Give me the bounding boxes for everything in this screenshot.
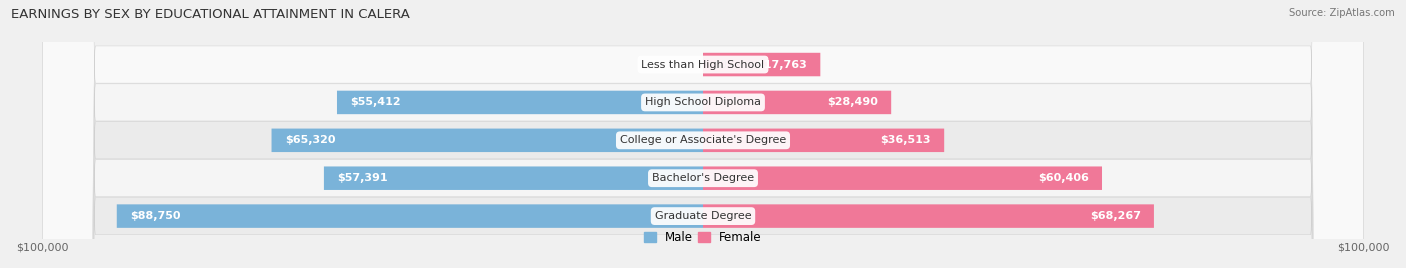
- FancyBboxPatch shape: [703, 53, 820, 76]
- FancyBboxPatch shape: [703, 204, 1154, 228]
- Text: $0: $0: [713, 59, 727, 69]
- FancyBboxPatch shape: [703, 166, 1102, 190]
- FancyBboxPatch shape: [42, 0, 1364, 268]
- Text: $88,750: $88,750: [129, 211, 180, 221]
- FancyBboxPatch shape: [703, 91, 891, 114]
- Text: Source: ZipAtlas.com: Source: ZipAtlas.com: [1289, 8, 1395, 18]
- Legend: Male, Female: Male, Female: [640, 226, 766, 249]
- Text: $68,267: $68,267: [1090, 211, 1140, 221]
- Text: $55,412: $55,412: [350, 98, 401, 107]
- Text: Graduate Degree: Graduate Degree: [655, 211, 751, 221]
- Text: High School Diploma: High School Diploma: [645, 98, 761, 107]
- FancyBboxPatch shape: [42, 0, 1364, 268]
- Text: $60,406: $60,406: [1038, 173, 1088, 183]
- FancyBboxPatch shape: [42, 0, 1364, 268]
- FancyBboxPatch shape: [703, 129, 945, 152]
- FancyBboxPatch shape: [323, 166, 703, 190]
- Text: $57,391: $57,391: [337, 173, 388, 183]
- FancyBboxPatch shape: [42, 0, 1364, 268]
- Text: College or Associate's Degree: College or Associate's Degree: [620, 135, 786, 145]
- FancyBboxPatch shape: [42, 0, 1364, 268]
- Text: $17,763: $17,763: [756, 59, 807, 69]
- Text: $65,320: $65,320: [285, 135, 335, 145]
- Text: $28,490: $28,490: [827, 98, 877, 107]
- Text: Bachelor's Degree: Bachelor's Degree: [652, 173, 754, 183]
- FancyBboxPatch shape: [271, 129, 703, 152]
- FancyBboxPatch shape: [117, 204, 703, 228]
- FancyBboxPatch shape: [337, 91, 703, 114]
- Text: EARNINGS BY SEX BY EDUCATIONAL ATTAINMENT IN CALERA: EARNINGS BY SEX BY EDUCATIONAL ATTAINMEN…: [11, 8, 411, 21]
- Text: Less than High School: Less than High School: [641, 59, 765, 69]
- Text: $36,513: $36,513: [880, 135, 931, 145]
